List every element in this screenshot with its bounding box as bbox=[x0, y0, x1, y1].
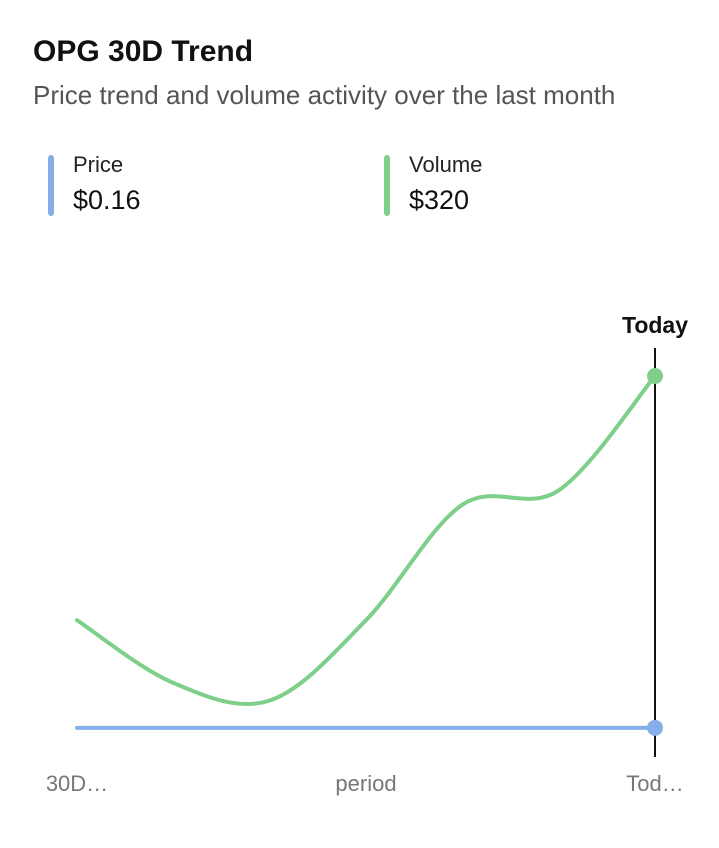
end-point bbox=[647, 368, 663, 384]
end-point bbox=[647, 719, 663, 736]
legend-value: $0.16 bbox=[73, 185, 141, 215]
legend-label: Price bbox=[73, 152, 123, 177]
legend-label: Volume bbox=[409, 152, 482, 177]
chart-subtitle: Price trend and volume activity over the… bbox=[33, 80, 615, 110]
x-tick-label: Tod… bbox=[626, 771, 683, 796]
x-tick-label: 30D… bbox=[46, 771, 108, 796]
today-annotation: Today bbox=[622, 312, 688, 338]
x-tick-label: period bbox=[335, 771, 396, 796]
legend-value: $320 bbox=[409, 185, 469, 215]
chart-title: OPG 30D Trend bbox=[33, 35, 253, 68]
series-line bbox=[75, 374, 657, 706]
